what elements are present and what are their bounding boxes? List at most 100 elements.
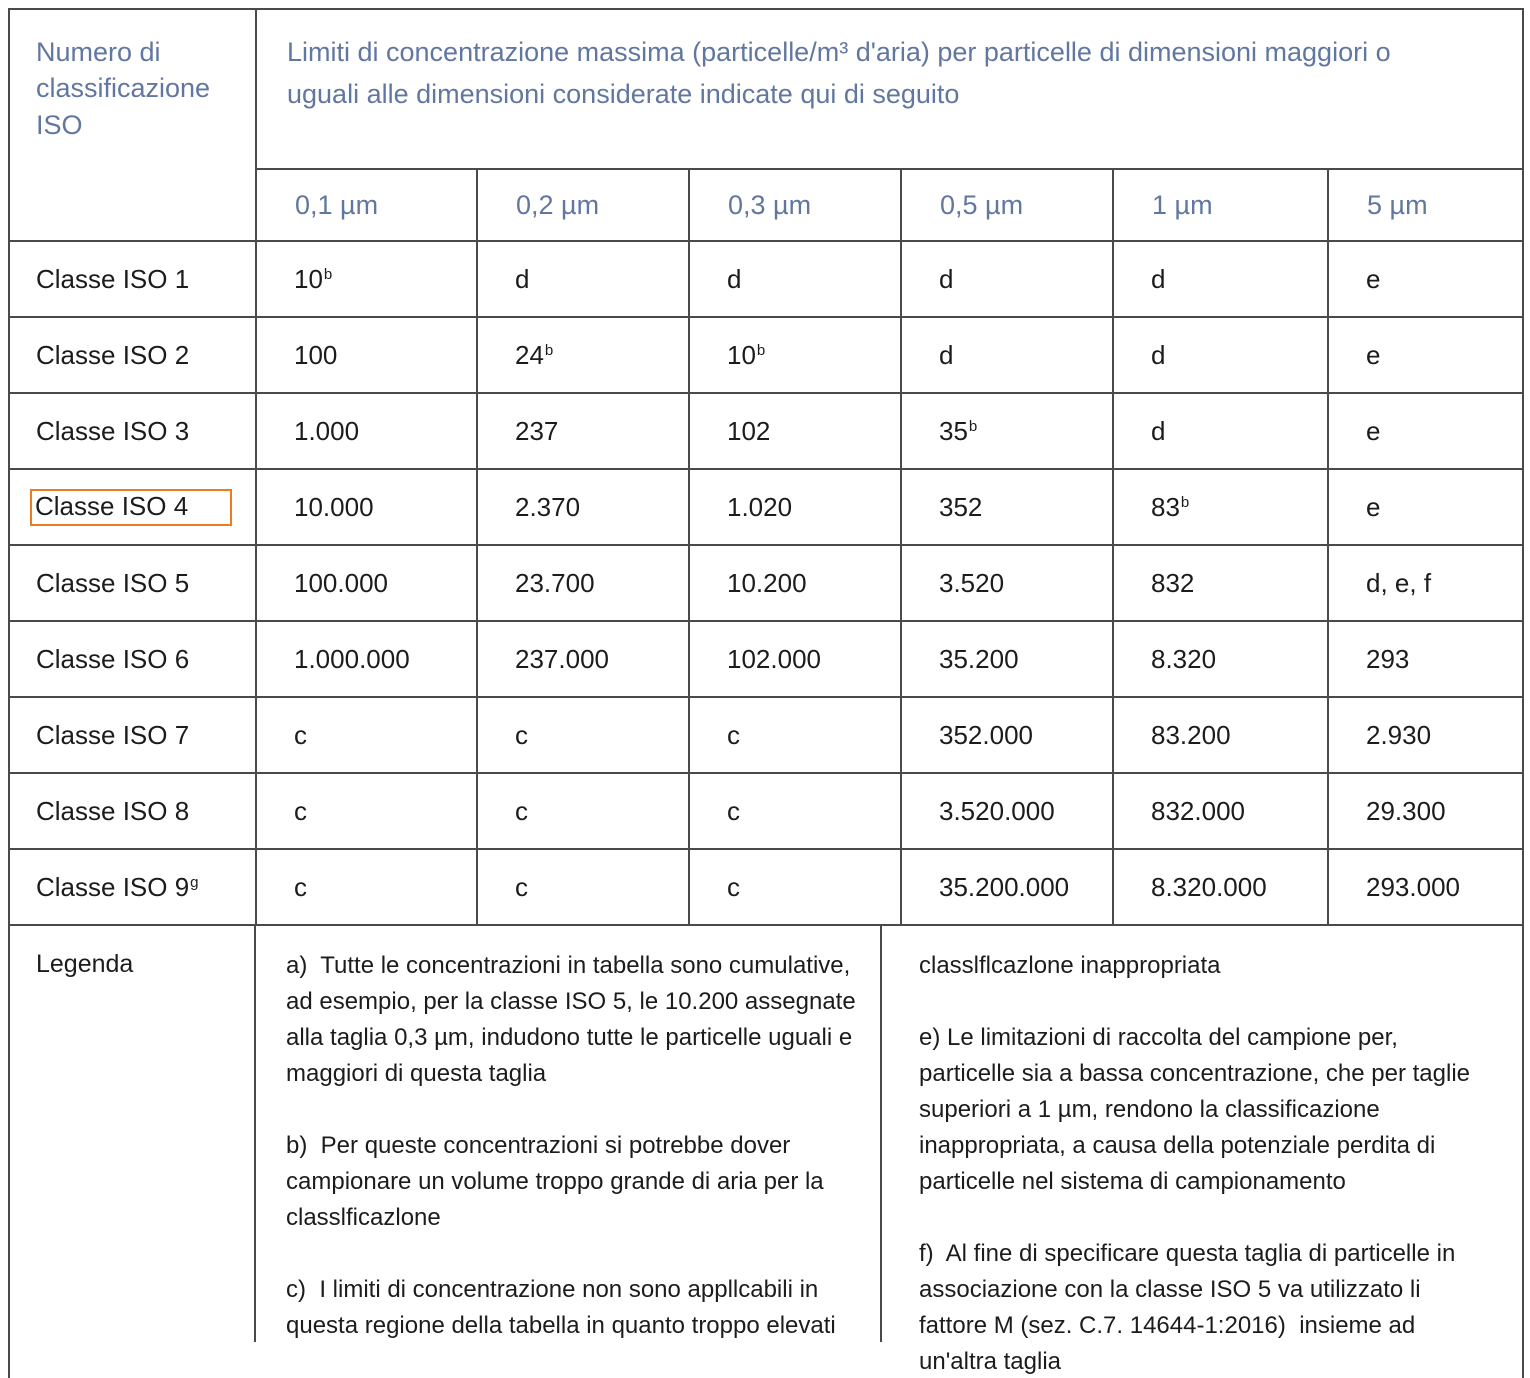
limit-value: 23.700: [515, 567, 595, 598]
limit-value: 2.370: [515, 491, 581, 522]
size-header-0-1um: 0,1 µm: [255, 168, 478, 242]
limit-value: 293.000: [1366, 871, 1460, 902]
limit-cell: 1.000: [255, 392, 478, 470]
footnote-marker: b: [968, 418, 978, 436]
limit-cell: c: [476, 848, 690, 926]
limit-value: e: [1366, 491, 1381, 522]
iso-class-label-highlighted: Classe ISO 4: [30, 488, 233, 526]
iso-class-label: Classe ISO 8: [36, 795, 190, 826]
iso-class-label: Classe ISO 6: [36, 643, 190, 674]
limit-cell: c: [688, 848, 902, 926]
limit-value: d: [939, 339, 954, 370]
table-body: Classe ISO 1 10b d d d d e Classe ISO 2 100 24b 10…: [8, 240, 1525, 926]
limit-value: 35.200: [939, 643, 1019, 674]
limit-value: e: [1366, 415, 1381, 446]
limit-value: d: [1151, 415, 1166, 446]
limit-value: c: [294, 795, 307, 826]
limit-cell: 8.320.000: [1112, 848, 1329, 926]
limit-cell: 8.320: [1112, 620, 1329, 698]
limit-cell: 2.930: [1326, 696, 1525, 774]
limit-cell: d: [900, 240, 1114, 318]
limit-value: c: [727, 871, 740, 902]
legend-note-d-continuation: classlflcazlone inappropriata: [919, 952, 1221, 979]
iso-class-label: Classe ISO 7: [36, 719, 190, 750]
limit-value: e: [1366, 263, 1381, 294]
iso-class-label: Classe ISO 9g: [36, 871, 199, 902]
limit-value: e: [1366, 339, 1381, 370]
limit-cell: 1.000.000: [255, 620, 478, 698]
limit-value: c: [515, 871, 528, 902]
iso-class-label: Classe ISO 3: [36, 415, 190, 446]
limit-value: 8.320.000: [1151, 871, 1267, 902]
table-row: Classe ISO 8 c c c 3.520.000 832.000 29.300: [8, 772, 1525, 850]
limit-cell: 832.000: [1112, 772, 1329, 850]
limit-cell: d: [476, 240, 690, 318]
footnote-marker: b: [1180, 494, 1190, 512]
limit-value: 1.000.000: [294, 643, 410, 674]
row-label-cell: Classe ISO 8: [8, 772, 257, 850]
limit-cell: 10.200: [688, 544, 902, 622]
legend-label-cell: Legenda: [9, 924, 256, 1378]
legend-notes-left: a) Tutte le concentrazioni in tabella so…: [256, 924, 901, 1378]
limit-cell: d: [1112, 392, 1329, 470]
limit-cell: 102.000: [688, 620, 902, 698]
limit-value: 35: [939, 415, 968, 446]
legend-divider-middle: [880, 926, 882, 1342]
limit-value: 100: [294, 339, 338, 370]
limit-cell: 352.000: [900, 696, 1114, 774]
limit-value: 10: [727, 339, 756, 370]
limit-value: 10.200: [727, 567, 807, 598]
footnote-marker: b: [544, 342, 554, 360]
row-label-cell: Classe ISO 5: [8, 544, 257, 622]
limit-value: 8.320: [1151, 643, 1217, 674]
iso-class-label: Classe ISO 1: [36, 263, 190, 294]
limit-cell: 102: [688, 392, 902, 470]
legend-notes-right: classlflcazlone inappropriata e) Le limi…: [901, 924, 1524, 1378]
limit-cell: c: [255, 848, 478, 926]
limit-value: 237: [515, 415, 559, 446]
legend-label: Legenda: [36, 950, 134, 978]
limit-cell: 24b: [476, 316, 690, 394]
limit-cell: 3.520.000: [900, 772, 1114, 850]
limit-value: 24: [515, 339, 544, 370]
limit-value: c: [727, 719, 740, 750]
table-row: Classe ISO 3 1.000 237 102 35b d e: [8, 392, 1525, 470]
limit-cell: 100.000: [255, 544, 478, 622]
row-label-cell: Classe ISO 3: [8, 392, 257, 470]
limit-value: 832.000: [1151, 795, 1245, 826]
limit-cell: 83.200: [1112, 696, 1329, 774]
limit-cell: 10.000: [255, 468, 478, 546]
limit-value: c: [294, 719, 307, 750]
iso-class-label: Classe ISO 2: [36, 339, 190, 370]
header-row-main: Numero di classificazione ISO Limiti di …: [8, 8, 1525, 242]
limit-value: c: [515, 719, 528, 750]
limit-cell: 1.020: [688, 468, 902, 546]
limit-value: 83.200: [1151, 719, 1231, 750]
limit-cell: 10b: [255, 240, 478, 318]
limit-cell: e: [1326, 392, 1525, 470]
limit-value: 1.000: [294, 415, 360, 446]
table-row: Classe ISO 9g c c c 35.200.000 8.320.000 293.0…: [8, 848, 1525, 926]
table-row: Classe ISO 2 100 24b 10b d d e: [8, 316, 1525, 394]
legend-note-b: b) Per queste concentrazioni si potrebbe…: [286, 1132, 831, 1231]
limit-cell: 352: [900, 468, 1114, 546]
row-label-cell: Classe ISO 9g: [8, 848, 257, 926]
limit-value: 2.930: [1366, 719, 1432, 750]
legend-divider-left: [254, 926, 256, 1342]
limit-value: d, e, f: [1366, 567, 1432, 598]
limit-cell: c: [688, 772, 902, 850]
limit-cell: e: [1326, 316, 1525, 394]
limit-value: 35.200.000: [939, 871, 1070, 902]
limit-value: d: [727, 263, 742, 294]
size-header-0-5um: 0,5 µm: [900, 168, 1114, 242]
limit-value: 10: [294, 263, 323, 294]
limit-cell: d: [900, 316, 1114, 394]
limit-cell: 35b: [900, 392, 1114, 470]
limit-value: c: [727, 795, 740, 826]
table-row: Classe ISO 1 10b d d d d e: [8, 240, 1525, 318]
limit-cell: c: [476, 772, 690, 850]
limit-value: 352: [939, 491, 983, 522]
limit-cell: 237: [476, 392, 690, 470]
limit-value: 10.000: [294, 491, 374, 522]
